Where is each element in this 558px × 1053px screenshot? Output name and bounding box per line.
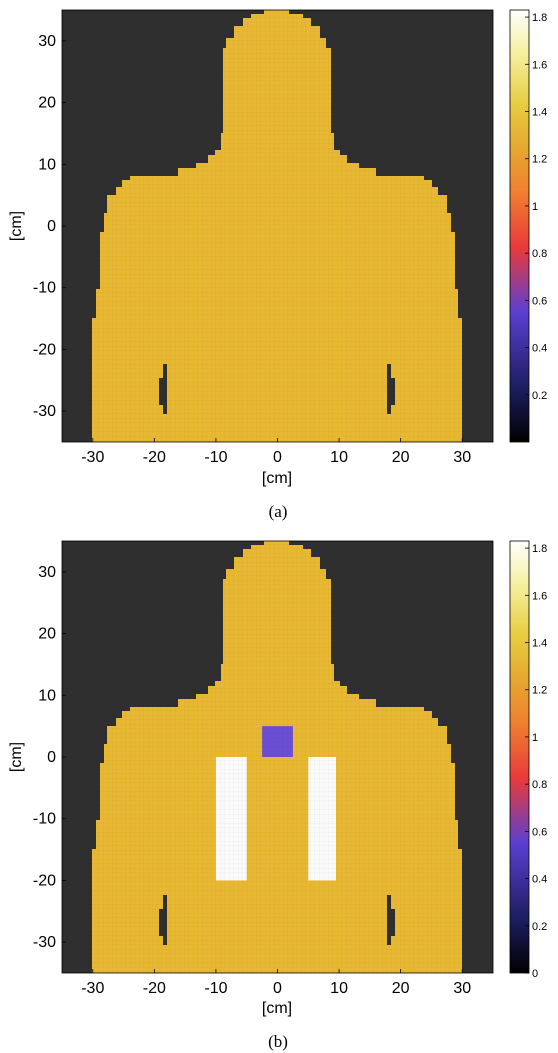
y-tick-label: 30 — [38, 564, 56, 581]
y-axis: 30 20 10 0 -10 -20 -30 — [33, 564, 66, 951]
x-tick-label: -30 — [81, 980, 104, 997]
y-axis: 30 20 10 0 -10 -20 -30 — [33, 33, 66, 420]
colorbar — [509, 540, 530, 974]
x-tick-label: 0 — [273, 980, 282, 997]
x-tick-label: 30 — [453, 449, 471, 466]
colorbar-tick-label: 0.8 — [532, 248, 547, 260]
caption-a: (a) — [269, 502, 288, 521]
y-tick-label: 10 — [38, 156, 56, 173]
x-tick-label: 30 — [453, 980, 471, 997]
x-tick-label: -10 — [204, 980, 227, 997]
x-tick-label: 10 — [330, 449, 348, 466]
colorbar-tick-label: 0.4 — [532, 874, 547, 886]
y-axis-label: [cm] — [8, 211, 25, 241]
colorbar-tick-label: 1.2 — [532, 685, 547, 697]
panel-a: -30 -20 -10 0 10 20 30 30 20 10 0 -10 -20 -30 [cm] [… — [8, 9, 547, 521]
x-tick-label: -20 — [143, 449, 166, 466]
colorbar-tick-label: 0.8 — [532, 779, 547, 791]
grid-overlay — [62, 10, 493, 442]
colorbar-tick-label: 1 — [532, 201, 538, 213]
colorbar-tick-label: 1.8 — [532, 543, 547, 555]
y-tick-label: -20 — [33, 872, 56, 889]
colorbar-tick-label: 0.6 — [532, 826, 547, 838]
y-tick-label: 0 — [47, 218, 56, 235]
x-axis: -30 -20 -10 0 10 20 30 — [81, 438, 471, 466]
y-tick-label: -10 — [33, 811, 56, 828]
x-tick-label: 20 — [392, 449, 410, 466]
x-tick-label: 20 — [392, 980, 410, 997]
x-tick-label: -30 — [81, 449, 104, 466]
colorbar-ticks: 0 0.2 0.4 0.6 0.8 1 1.2 1.4 1.6 1.8 — [525, 543, 547, 980]
y-tick-label: -20 — [33, 341, 56, 358]
x-tick-label: 0 — [273, 449, 282, 466]
colorbar-tick-label: 1.6 — [532, 590, 547, 602]
y-tick-label: 20 — [38, 95, 56, 112]
colorbar-tick-label: 1.2 — [532, 154, 547, 166]
colorbar-tick-label: 0 — [532, 968, 538, 980]
caption-b: (b) — [268, 1032, 288, 1051]
x-tick-label: 10 — [330, 980, 348, 997]
colorbar-tick-label: 1.8 — [532, 12, 547, 24]
colorbar-ticks: 0.2 0.4 0.6 0.8 1 1.2 1.4 1.6 1.8 — [525, 12, 547, 402]
colorbar-tick-label: 0.4 — [532, 343, 547, 355]
colorbar-tick-label: 0.2 — [532, 921, 547, 933]
x-tick-label: -20 — [143, 980, 166, 997]
x-axis-label: [cm] — [262, 470, 292, 487]
y-tick-label: 20 — [38, 626, 56, 643]
colorbar-tick-label: 0.2 — [532, 390, 547, 402]
x-axis-label: [cm] — [262, 1000, 292, 1017]
colorbar-tick-label: 1.6 — [532, 59, 547, 71]
y-tick-label: 0 — [47, 749, 56, 766]
colorbar-tick-label: 1 — [532, 732, 538, 744]
x-tick-label: -10 — [204, 449, 227, 466]
colorbar-tick-label: 1.4 — [532, 107, 547, 119]
y-tick-label: 10 — [38, 687, 56, 704]
colorbar-tick-label: 1.4 — [532, 638, 547, 650]
grid-overlay — [62, 541, 493, 973]
y-tick-label: -10 — [33, 280, 56, 297]
y-tick-label: 30 — [38, 33, 56, 50]
colorbar-tick-label: 0.6 — [532, 295, 547, 307]
x-axis: -30 -20 -10 0 10 20 30 — [81, 969, 471, 997]
y-axis-label: [cm] — [8, 742, 25, 772]
y-tick-label: -30 — [33, 403, 56, 420]
y-tick-label: -30 — [33, 934, 56, 951]
colorbar — [509, 9, 530, 443]
